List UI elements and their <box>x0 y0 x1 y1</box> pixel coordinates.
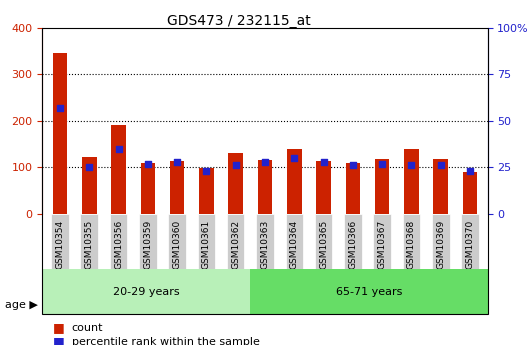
Bar <box>404 149 419 214</box>
FancyBboxPatch shape <box>403 214 420 269</box>
Text: 65-71 years: 65-71 years <box>336 287 402 296</box>
Text: GSM10368: GSM10368 <box>407 219 416 269</box>
Bar <box>170 161 184 214</box>
Bar <box>287 149 302 214</box>
Bar <box>82 157 96 214</box>
Point <box>320 159 328 165</box>
Text: count: count <box>72 323 103 333</box>
FancyBboxPatch shape <box>315 214 332 269</box>
Text: GSM10356: GSM10356 <box>114 219 123 269</box>
Bar <box>140 162 155 214</box>
Bar <box>52 53 67 214</box>
Text: percentile rank within the sample: percentile rank within the sample <box>72 337 259 345</box>
FancyBboxPatch shape <box>344 214 361 269</box>
Text: GSM10365: GSM10365 <box>319 219 328 269</box>
Text: GSM10369: GSM10369 <box>436 219 445 269</box>
Text: GSM10362: GSM10362 <box>231 219 240 268</box>
Point <box>466 168 474 174</box>
Text: GDS473 / 232115_at: GDS473 / 232115_at <box>166 14 311 28</box>
Point <box>56 105 64 110</box>
Bar <box>434 159 448 214</box>
Point <box>437 163 445 168</box>
FancyBboxPatch shape <box>139 214 157 269</box>
Point <box>407 163 416 168</box>
FancyBboxPatch shape <box>461 214 479 269</box>
Bar <box>346 162 360 214</box>
FancyBboxPatch shape <box>227 214 244 269</box>
FancyBboxPatch shape <box>110 214 127 269</box>
FancyBboxPatch shape <box>81 214 98 269</box>
Bar <box>463 172 478 214</box>
Point <box>349 163 357 168</box>
FancyBboxPatch shape <box>51 214 69 269</box>
FancyBboxPatch shape <box>432 214 449 269</box>
Bar <box>228 153 243 214</box>
FancyBboxPatch shape <box>256 214 274 269</box>
Text: GSM10355: GSM10355 <box>85 219 94 269</box>
Point <box>261 159 269 165</box>
Point <box>144 161 152 166</box>
Text: age ▶: age ▶ <box>5 300 38 310</box>
Text: GSM10366: GSM10366 <box>348 219 357 269</box>
Bar <box>375 159 390 214</box>
Text: GSM10354: GSM10354 <box>56 219 65 268</box>
Text: ■: ■ <box>53 321 65 334</box>
Point <box>85 165 93 170</box>
FancyBboxPatch shape <box>169 214 186 269</box>
FancyBboxPatch shape <box>250 269 488 314</box>
Text: 20-29 years: 20-29 years <box>113 287 180 296</box>
FancyBboxPatch shape <box>373 214 391 269</box>
Text: GSM10364: GSM10364 <box>290 219 299 268</box>
Point <box>232 163 240 168</box>
Text: ■: ■ <box>53 335 65 345</box>
FancyBboxPatch shape <box>198 214 215 269</box>
Text: GSM10363: GSM10363 <box>261 219 269 269</box>
Bar <box>258 160 272 214</box>
Text: GSM10370: GSM10370 <box>465 219 474 269</box>
Point <box>290 155 298 161</box>
Point <box>202 168 210 174</box>
Text: GSM10360: GSM10360 <box>173 219 182 269</box>
Point <box>173 159 181 165</box>
Bar <box>316 161 331 214</box>
Bar <box>199 168 214 214</box>
Text: GSM10359: GSM10359 <box>143 219 152 269</box>
FancyBboxPatch shape <box>286 214 303 269</box>
Point <box>114 146 123 151</box>
Point <box>378 161 386 166</box>
Text: GSM10367: GSM10367 <box>378 219 387 269</box>
Text: GSM10361: GSM10361 <box>202 219 211 269</box>
Bar <box>111 125 126 214</box>
FancyBboxPatch shape <box>42 269 250 314</box>
